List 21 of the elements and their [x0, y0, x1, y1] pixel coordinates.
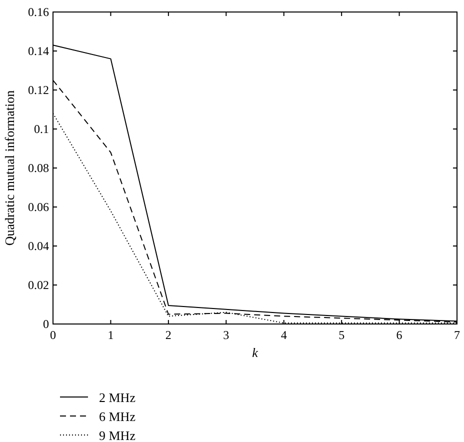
x-tick-label: 1 — [108, 328, 114, 342]
x-tick-label: 2 — [165, 328, 172, 342]
legend-label: 2 MHz — [99, 390, 136, 405]
x-tick-label: 6 — [396, 328, 402, 342]
y-tick-label: 0.02 — [28, 278, 49, 292]
y-tick-label: 0.16 — [28, 5, 49, 19]
y-tick-label: 0.1 — [34, 122, 49, 136]
x-axis-title: k — [252, 345, 258, 360]
y-axis-title: Quadratic mutual information — [2, 90, 17, 246]
legend-label: 6 MHz — [99, 409, 136, 424]
x-tick-label: 4 — [280, 328, 287, 342]
y-tick-label: 0.06 — [28, 200, 49, 214]
x-tick-label: 5 — [338, 328, 345, 342]
y-tick-label: 0 — [43, 317, 49, 331]
legend-label: 9 MHz — [99, 428, 136, 442]
y-tick-label: 0.04 — [28, 239, 49, 253]
x-tick-label: 7 — [454, 328, 460, 342]
x-tick-label: 3 — [223, 328, 230, 342]
y-tick-label: 0.12 — [28, 83, 49, 97]
y-tick-label: 0.08 — [28, 161, 49, 175]
y-tick-label: 0.14 — [28, 44, 49, 58]
